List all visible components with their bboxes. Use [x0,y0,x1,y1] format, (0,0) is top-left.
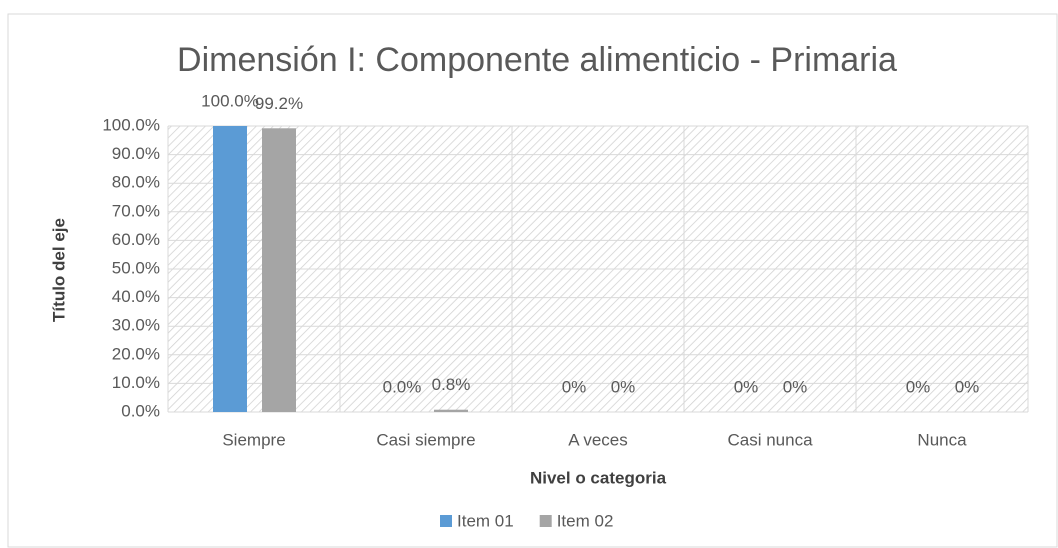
y-tick-label: 10.0% [112,373,160,392]
data-label: 0% [562,377,587,396]
x-tick-label: Casi nunca [727,430,813,449]
data-label: 0% [955,377,980,396]
data-label: 100.0% [201,91,259,110]
data-label: 0% [611,377,636,396]
y-tick-label: 90.0% [112,144,160,163]
data-label: 0% [906,377,931,396]
chart-title: Dimensión I: Componente alimenticio - Pr… [177,41,897,79]
bar [434,409,468,412]
y-tick-label: 40.0% [112,287,160,306]
x-tick-label: A veces [568,430,628,449]
data-label: 0.8% [432,375,471,394]
y-tick-label: 70.0% [112,201,160,220]
x-axis-title: Nivel o categoria [530,468,667,487]
legend-swatch [539,515,552,527]
y-tick-label: 60.0% [112,230,160,249]
data-label: 0% [783,377,808,396]
y-tick-label: 80.0% [112,173,160,192]
data-label: 0% [734,377,759,396]
bar [262,128,296,412]
data-label: 0.0% [383,377,422,396]
legend-label: Item 02 [557,511,614,530]
y-tick-label: 20.0% [112,344,160,363]
y-axis-title: Título del eje [49,218,68,322]
y-tick-label: 50.0% [112,258,160,277]
y-tick-label: 100.0% [102,115,160,134]
x-tick-label: Casi siempre [376,430,475,449]
y-tick-label: 30.0% [112,316,160,335]
data-label: 99.2% [255,94,303,113]
x-tick-label: Siempre [222,430,285,449]
bar [213,126,247,412]
legend-label: Item 01 [457,511,514,530]
y-tick-label: 0.0% [121,401,160,420]
legend-swatch [440,515,452,527]
x-tick-label: Nunca [917,430,967,449]
